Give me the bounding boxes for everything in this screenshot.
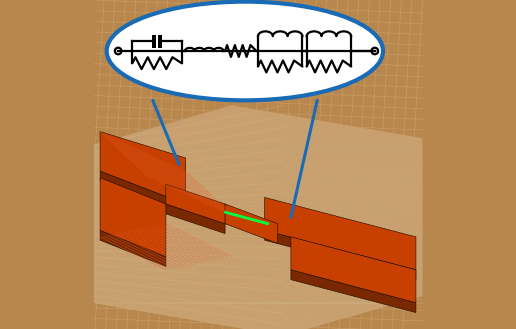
Polygon shape [166,184,225,224]
Polygon shape [100,171,186,214]
Polygon shape [100,178,166,257]
Ellipse shape [107,2,383,100]
Polygon shape [225,204,278,243]
Polygon shape [166,204,225,234]
Polygon shape [93,105,423,329]
Polygon shape [100,230,166,266]
Polygon shape [291,270,416,313]
Polygon shape [291,237,416,303]
Polygon shape [265,197,416,270]
Polygon shape [100,132,186,204]
Polygon shape [265,230,416,280]
